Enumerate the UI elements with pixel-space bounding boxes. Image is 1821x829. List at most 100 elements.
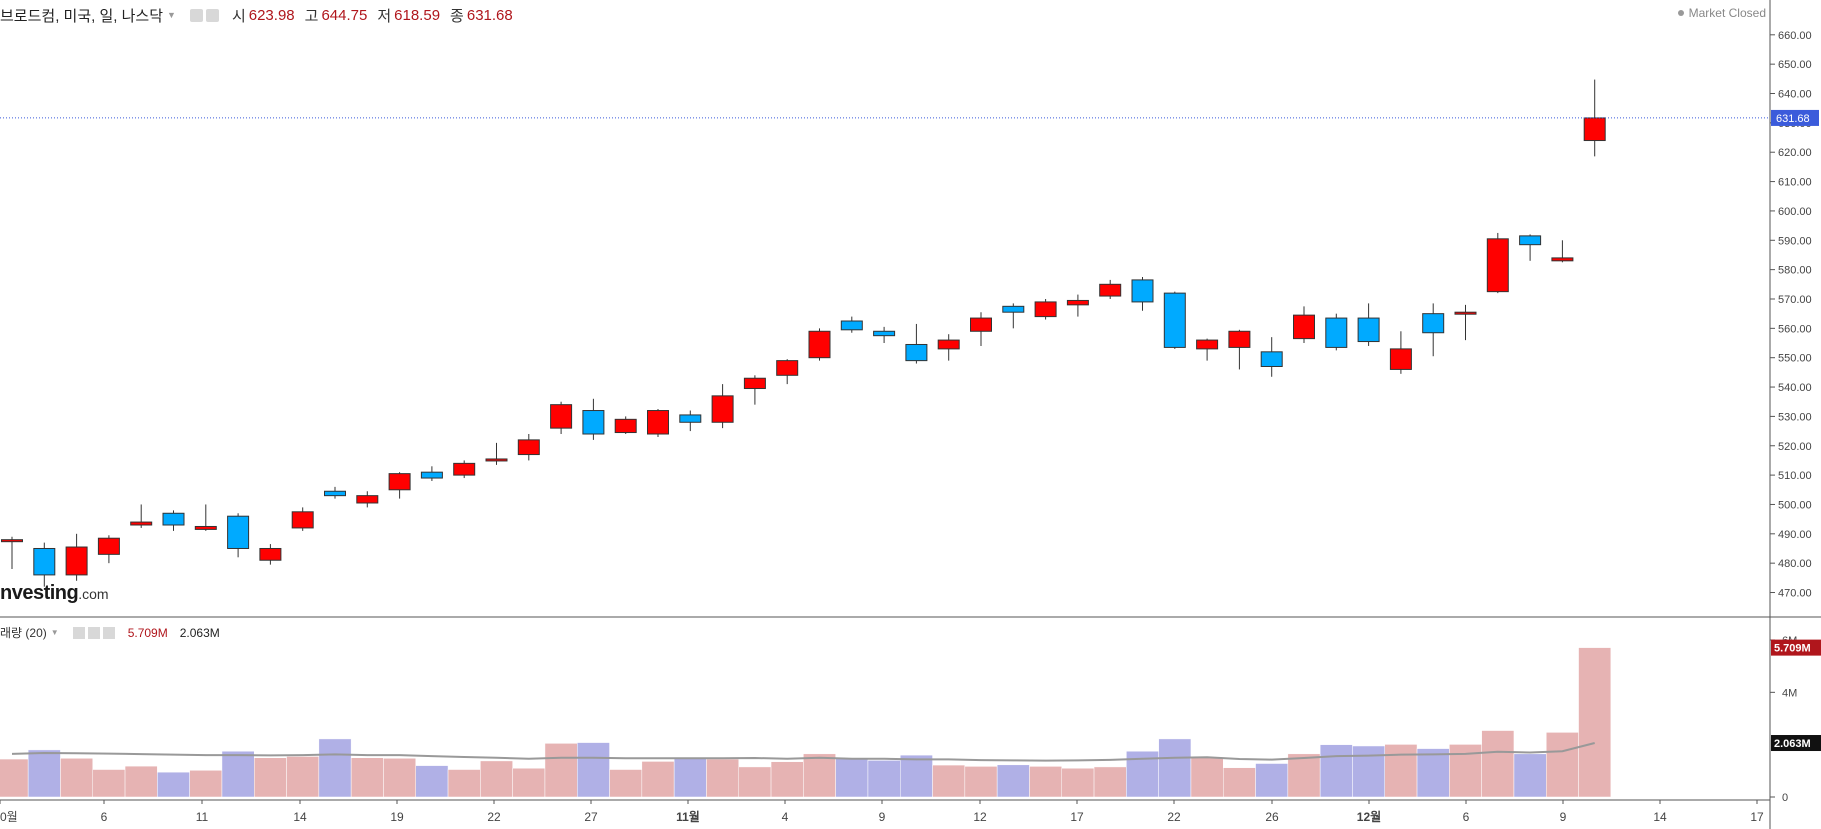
volume-bar [932, 764, 966, 798]
settings-icon[interactable] [205, 8, 219, 22]
price-tick-label: 580.00 [1778, 265, 1812, 277]
last-price-badge [1771, 109, 1819, 126]
time-tick-label: 12 [973, 810, 987, 824]
candle-body [1131, 279, 1154, 303]
candle-body [1228, 330, 1251, 348]
candle-body [679, 414, 702, 423]
volume-tick-label: 0 [1782, 792, 1788, 804]
chart-header: 브로드컴, 미국, 일, 나스닥 ▼ 시 623.98 고 644.75 저 6… [0, 4, 513, 26]
visibility-icon[interactable] [72, 626, 85, 639]
candle-body [1519, 235, 1542, 246]
candle-body [1583, 117, 1606, 142]
time-tick-label: 9 [879, 810, 886, 824]
candle-body [743, 377, 766, 390]
candle-body [227, 515, 250, 549]
logo-main: nvesting [0, 582, 79, 604]
volume-bar [124, 765, 158, 798]
price-tick-label: 660.00 [1778, 30, 1812, 42]
candle-body [1099, 283, 1122, 297]
candle-body [1196, 339, 1219, 350]
volume-bar [706, 758, 740, 798]
volume-bar [577, 742, 610, 798]
price-tick-label: 590.00 [1778, 235, 1812, 247]
volume-bar [1287, 753, 1321, 798]
last-volume-badge [1771, 639, 1821, 656]
volume-bar [1416, 748, 1450, 798]
volume-last-value: 5.709M [127, 625, 168, 640]
candle-body [162, 512, 185, 526]
candle-body [905, 343, 928, 362]
volume-bar [318, 738, 352, 798]
volume-tick-label: 4M [1782, 687, 1797, 699]
time-tick-label: 22 [487, 810, 501, 824]
volume-bar [867, 760, 901, 798]
low-value: 618.59 [394, 6, 441, 24]
close-label: 종 [450, 7, 464, 25]
time-tick-label: 17 [1750, 810, 1764, 824]
volume-label[interactable]: 래량 (20) [0, 626, 47, 640]
volume-bar [1578, 647, 1612, 798]
volume-bar [964, 766, 998, 798]
price-tick-label: 550.00 [1778, 353, 1812, 365]
price-tick-label: 650.00 [1778, 59, 1812, 71]
candle-body [582, 410, 605, 435]
candle-body [1389, 348, 1412, 370]
volume-bar [480, 760, 513, 798]
volume-bar [189, 770, 223, 798]
visibility-icon[interactable] [189, 8, 203, 22]
volume-bar [803, 753, 836, 798]
volume-bar [1029, 766, 1062, 798]
price-tick-label: 530.00 [1778, 411, 1812, 423]
symbol-label[interactable]: 브로드컴, 미국, 일, 나스닥 [0, 7, 164, 25]
high-value: 644.75 [321, 6, 368, 24]
time-tick-label: 9 [1560, 810, 1567, 824]
candle-body [1357, 317, 1380, 343]
candle-body [808, 330, 831, 359]
market-status: Market Closed [1677, 6, 1766, 20]
high-label: 고 [304, 7, 319, 25]
volume-bar [92, 769, 126, 798]
volume-bar [1255, 763, 1289, 798]
candle-body [356, 495, 379, 504]
chevron-down-icon[interactable]: ▼ [167, 10, 176, 20]
time-tick-label: 4 [782, 810, 789, 824]
price-tick-label: 540.00 [1778, 382, 1812, 394]
volume-bar [1481, 730, 1515, 798]
volume-bar [770, 761, 804, 798]
price-tick-label: 570.00 [1778, 294, 1812, 306]
candle-body [970, 317, 992, 332]
candle-body [65, 546, 88, 576]
price-tick-label: 490.00 [1778, 529, 1812, 541]
price-tick-label: 520.00 [1778, 441, 1812, 453]
candle-body [485, 458, 508, 462]
time-tick-label: 0월 [0, 810, 18, 824]
candle-body [388, 473, 411, 491]
candle-body [1034, 301, 1057, 318]
price-tick-label: 480.00 [1778, 558, 1812, 570]
candle-body [517, 439, 540, 456]
chevron-down-icon[interactable]: ▼ [50, 628, 59, 637]
volume-bar [447, 769, 481, 798]
volume-bar [350, 757, 384, 798]
candle-body [1066, 299, 1089, 306]
price-tick-label: 560.00 [1778, 323, 1812, 335]
volume-bar [0, 758, 29, 798]
time-tick-label: 26 [1265, 810, 1279, 824]
time-tick-label: 27 [584, 810, 598, 824]
time-tick-label: 6 [1463, 810, 1470, 824]
investing-logo: nvesting.com [0, 582, 109, 605]
time-tick-label: 12월 [1357, 809, 1381, 824]
candle-body [324, 490, 346, 497]
volume-bar [1352, 745, 1385, 798]
candle-body [1454, 311, 1477, 315]
low-label: 저 [377, 7, 392, 25]
volume-ma-line [11, 742, 1595, 762]
close-icon[interactable] [102, 626, 115, 639]
time-tick-label: 19 [390, 810, 404, 824]
volume-bar [1223, 767, 1256, 798]
candle-body [1002, 305, 1025, 313]
settings-icon[interactable] [87, 626, 100, 639]
price-tick-label: 620.00 [1778, 147, 1812, 159]
candle-body [291, 511, 314, 529]
